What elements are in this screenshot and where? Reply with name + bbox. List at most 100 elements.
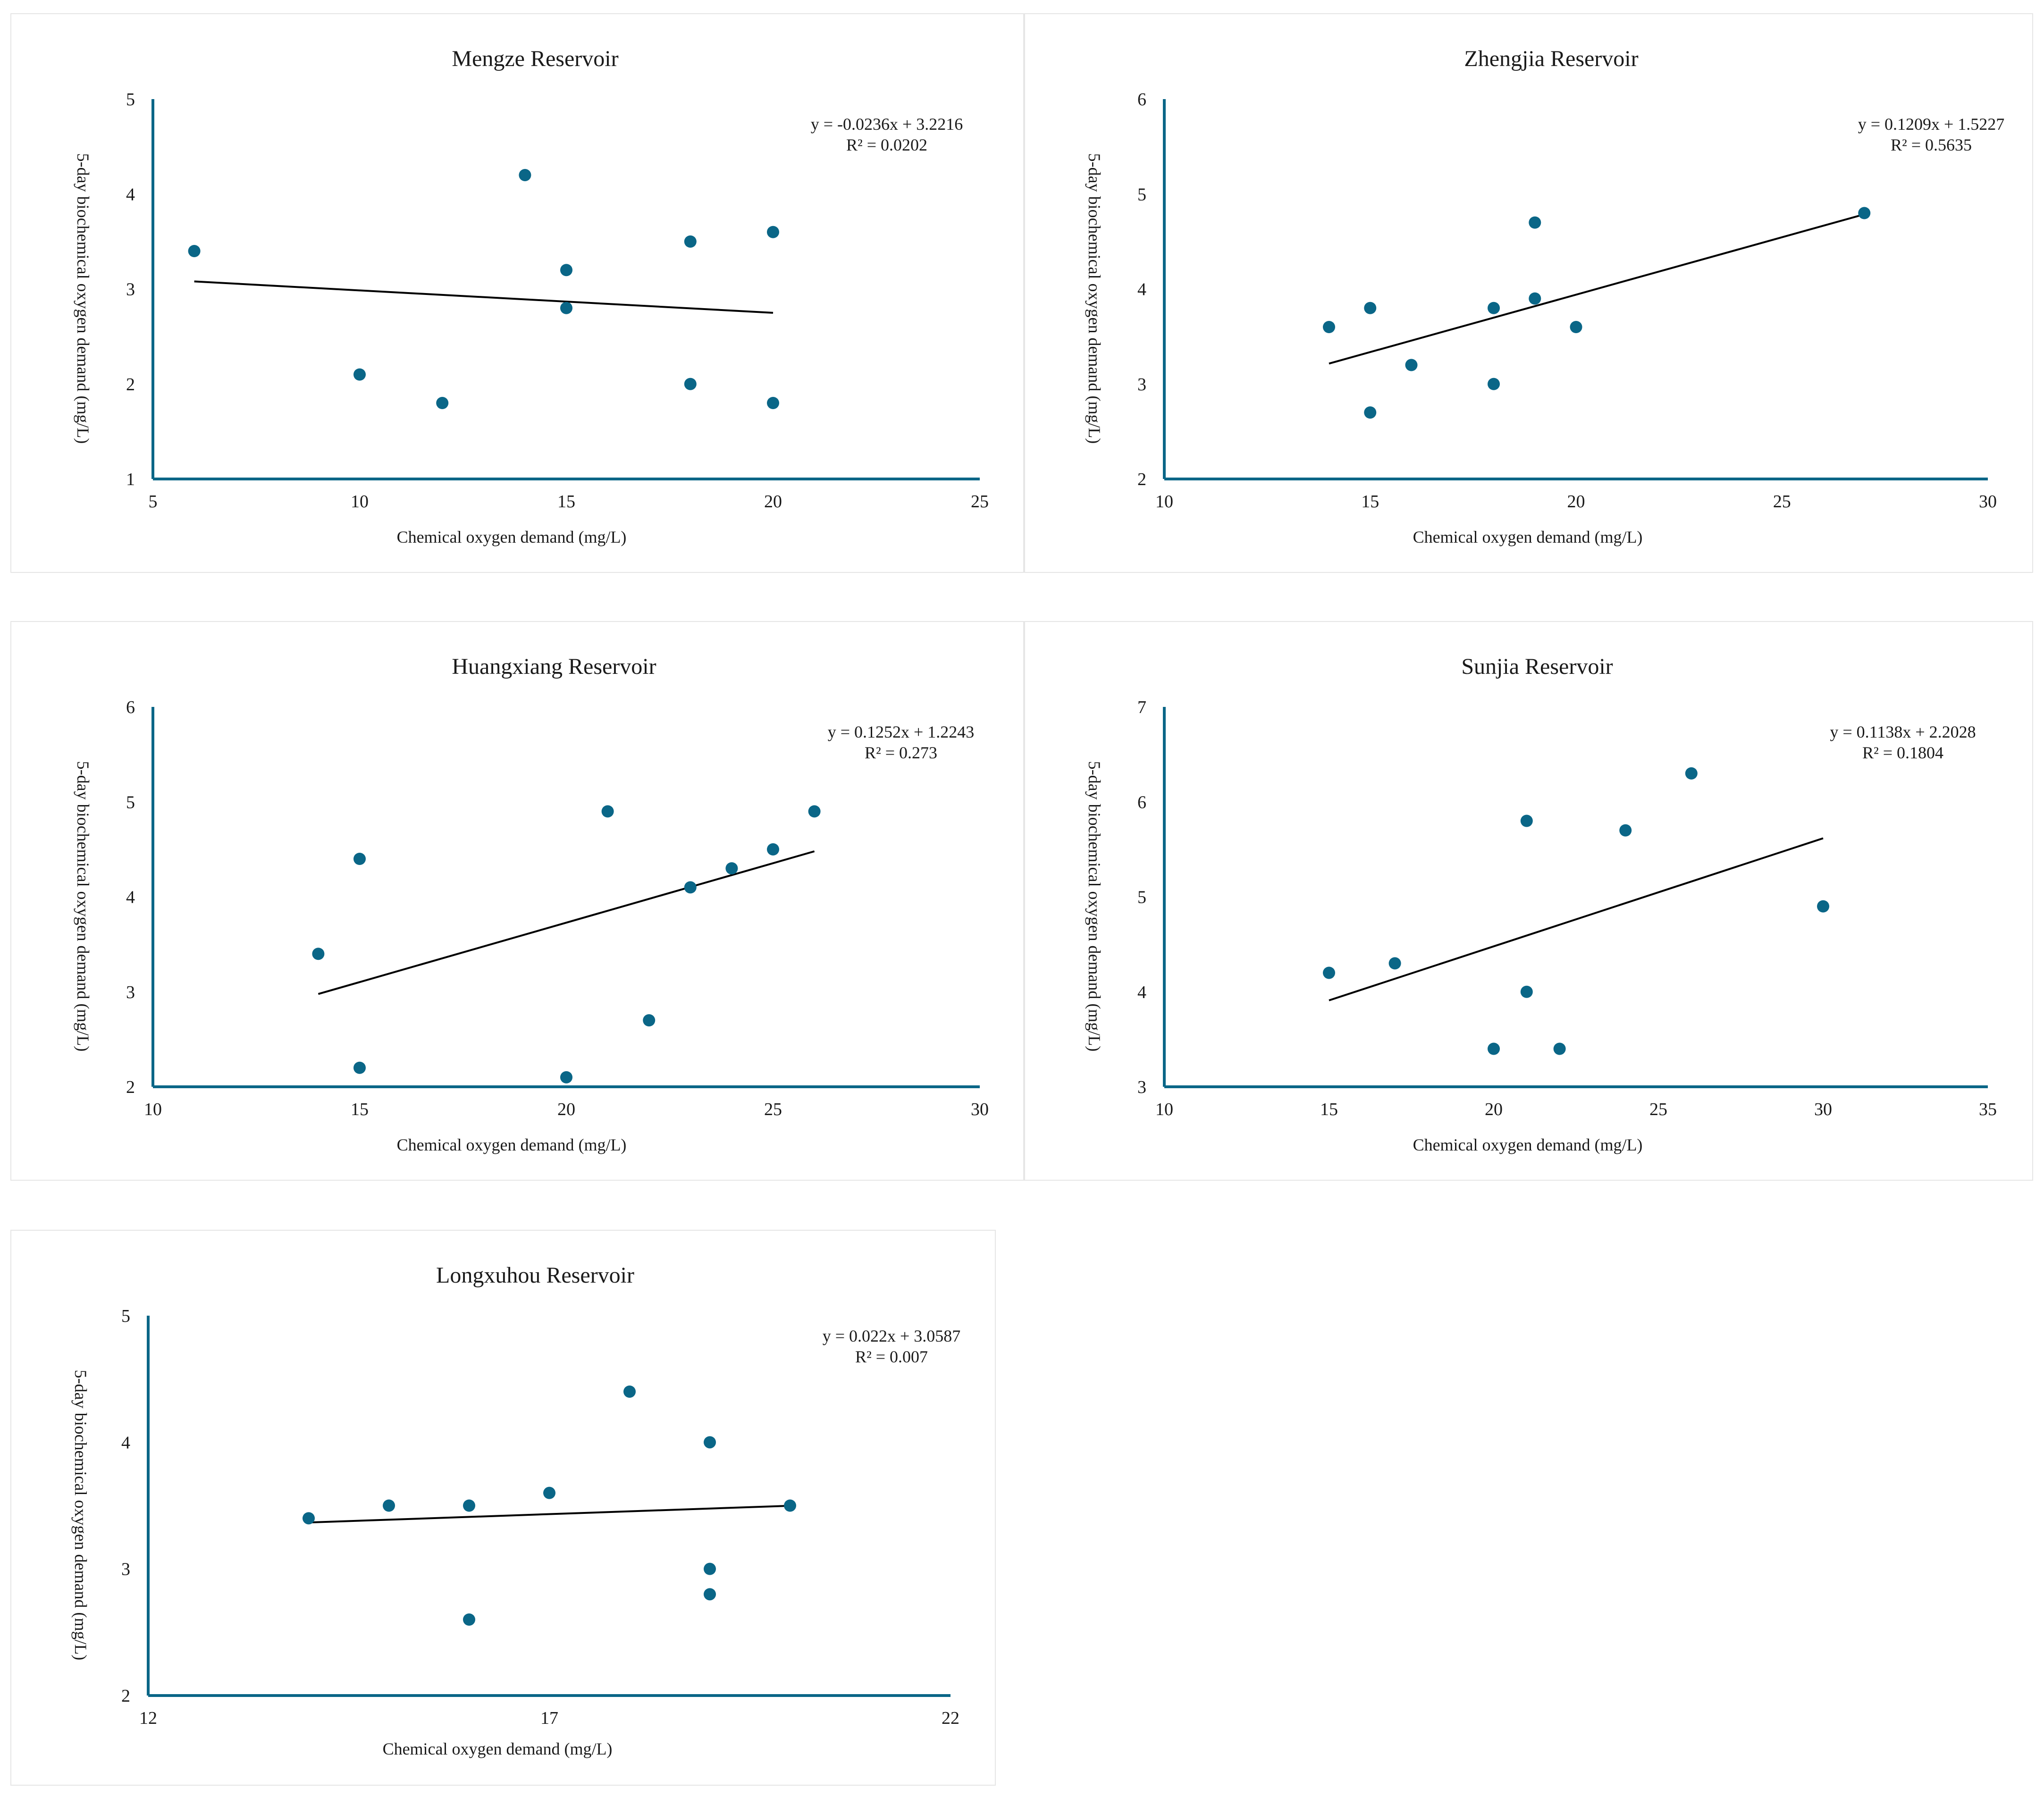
x-tick-label: 25 <box>1649 1100 1667 1119</box>
trendline <box>309 1506 790 1522</box>
y-tick-label: 5 <box>126 90 135 109</box>
data-point <box>383 1500 395 1512</box>
y-axis-label: 5-day biochemical oxygen demand (mg/L) <box>71 1370 90 1661</box>
trendline-equation: y = 0.022x + 3.0587 <box>823 1327 961 1345</box>
data-point <box>353 853 366 865</box>
data-point <box>1488 302 1500 314</box>
trendline-equation: y = -0.0236x + 3.2216 <box>811 115 963 134</box>
y-axis-label: 5-day biochemical oxygen demand (mg/L) <box>74 761 93 1052</box>
y-tick-label: 5 <box>121 1306 130 1326</box>
data-point <box>767 397 779 409</box>
scatter-chart-sunjia: Sunjia Reservoir 10 15 20 25 30 35 3 4 5 6 7 Chemica… <box>1025 622 2032 1180</box>
data-point <box>767 226 779 238</box>
data-point <box>602 805 614 817</box>
chart-title: Longxuhou Reservoir <box>436 1263 634 1288</box>
y-tick-label: 5 <box>1137 888 1146 907</box>
y-tick-label: 6 <box>1137 792 1146 812</box>
data-point <box>704 1563 716 1575</box>
x-tick-label: 15 <box>351 1100 369 1119</box>
x-tick-label: 10 <box>351 492 369 512</box>
chart-panel-longxuhou: Longxuhou Reservoir 12 17 22 2 3 4 5 Chemical ox… <box>10 1230 996 1786</box>
data-point <box>188 245 201 257</box>
y-tick-label: 2 <box>121 1686 130 1706</box>
r-squared-label: R² = 0.1804 <box>1862 743 1943 762</box>
y-tick-label: 2 <box>126 375 135 395</box>
x-tick-label: 30 <box>1814 1100 1832 1119</box>
data-point <box>684 881 697 893</box>
chart-panel-huangxiang: Huangxiang Reservoir 10 15 20 25 30 2 3 4 5 6 Chemi… <box>10 621 1024 1181</box>
trendline-equation: y = 0.1209x + 1.5227 <box>1858 115 2005 134</box>
data-point <box>463 1613 475 1626</box>
trendline <box>194 281 773 312</box>
data-point <box>1554 1043 1566 1055</box>
data-point <box>725 862 738 874</box>
y-tick-label: 5 <box>1137 185 1146 204</box>
scatter-chart-huangxiang: Huangxiang Reservoir 10 15 20 25 30 2 3 4 5 6 Chemi… <box>11 622 1023 1180</box>
x-tick-label: 25 <box>764 1100 782 1119</box>
x-axis-label: Chemical oxygen demand (mg/L) <box>397 528 627 546</box>
data-point <box>1488 1043 1500 1055</box>
data-point <box>560 302 572 314</box>
data-point <box>1619 824 1632 837</box>
x-tick-label: 25 <box>971 492 989 512</box>
trendline-equation: y = 0.1138x + 2.2028 <box>1830 722 1976 741</box>
data-point <box>1858 207 1870 219</box>
data-point <box>643 1014 655 1026</box>
x-tick-label: 25 <box>1773 492 1791 512</box>
r-squared-label: R² = 0.273 <box>865 743 937 762</box>
x-axis-label: Chemical oxygen demand (mg/L) <box>1413 1135 1643 1154</box>
x-tick-label: 12 <box>139 1708 157 1728</box>
scatter-chart-mengze: Mengze Reservoir 5 10 15 20 25 1 2 3 4 5 Chemical o… <box>11 14 1023 572</box>
y-tick-label: 3 <box>1137 375 1146 395</box>
y-tick-label: 1 <box>126 470 135 489</box>
chart-panel-mengze: Mengze Reservoir 5 10 15 20 25 1 2 3 4 5 Chemical o… <box>10 13 1024 573</box>
trendline-equation: y = 0.1252x + 1.2243 <box>828 722 975 741</box>
scatter-chart-zhengjia: Zhengjia Reservoir 10 15 20 25 30 2 3 4 5 6 Chemica… <box>1025 14 2032 572</box>
x-axis-label: Chemical oxygen demand (mg/L) <box>383 1739 613 1758</box>
trendline <box>1329 214 1864 363</box>
x-tick-label: 10 <box>1155 1100 1173 1119</box>
y-tick-label: 6 <box>126 697 135 717</box>
y-axis-label: 5-day biochemical oxygen demand (mg/L) <box>1085 761 1104 1052</box>
r-squared-label: R² = 0.007 <box>855 1347 928 1366</box>
trendline <box>1329 838 1823 1000</box>
y-axis-label: 5-day biochemical oxygen demand (mg/L) <box>1085 153 1104 444</box>
x-axis-label: Chemical oxygen demand (mg/L) <box>1413 528 1643 546</box>
y-tick-label: 3 <box>126 280 135 300</box>
y-tick-label: 4 <box>126 185 135 204</box>
data-point <box>436 397 448 409</box>
data-point <box>353 1062 366 1074</box>
x-tick-label: 20 <box>1567 492 1585 512</box>
y-tick-label: 4 <box>121 1433 130 1453</box>
y-tick-label: 7 <box>1137 697 1146 717</box>
data-point <box>312 948 324 960</box>
data-point <box>684 235 697 248</box>
chart-title: Sunjia Reservoir <box>1461 654 1613 679</box>
x-tick-label: 15 <box>1320 1100 1338 1119</box>
data-point <box>560 264 572 276</box>
x-tick-label: 35 <box>1979 1100 1997 1119</box>
data-point <box>684 378 697 390</box>
chart-panel-sunjia: Sunjia Reservoir 10 15 20 25 30 35 3 4 5 6 7 Chemica… <box>1024 621 2033 1181</box>
data-point <box>704 1588 716 1600</box>
data-point <box>1364 406 1376 419</box>
y-tick-label: 3 <box>126 982 135 1002</box>
x-tick-label: 22 <box>942 1708 959 1728</box>
y-tick-label: 3 <box>121 1560 130 1579</box>
data-point <box>623 1386 636 1398</box>
data-point <box>560 1071 572 1083</box>
y-axis-label: 5-day biochemical oxygen demand (mg/L) <box>74 153 93 444</box>
data-point <box>767 843 779 856</box>
data-point <box>463 1500 475 1512</box>
trendline <box>318 851 814 994</box>
data-point <box>1389 957 1401 969</box>
data-point <box>784 1500 796 1512</box>
data-point <box>1323 967 1335 979</box>
y-tick-label: 5 <box>126 792 135 812</box>
y-tick-label: 3 <box>1137 1077 1146 1097</box>
y-tick-label: 4 <box>126 888 135 907</box>
y-tick-label: 2 <box>1137 470 1146 489</box>
data-point <box>704 1436 716 1448</box>
data-point <box>1685 767 1698 780</box>
